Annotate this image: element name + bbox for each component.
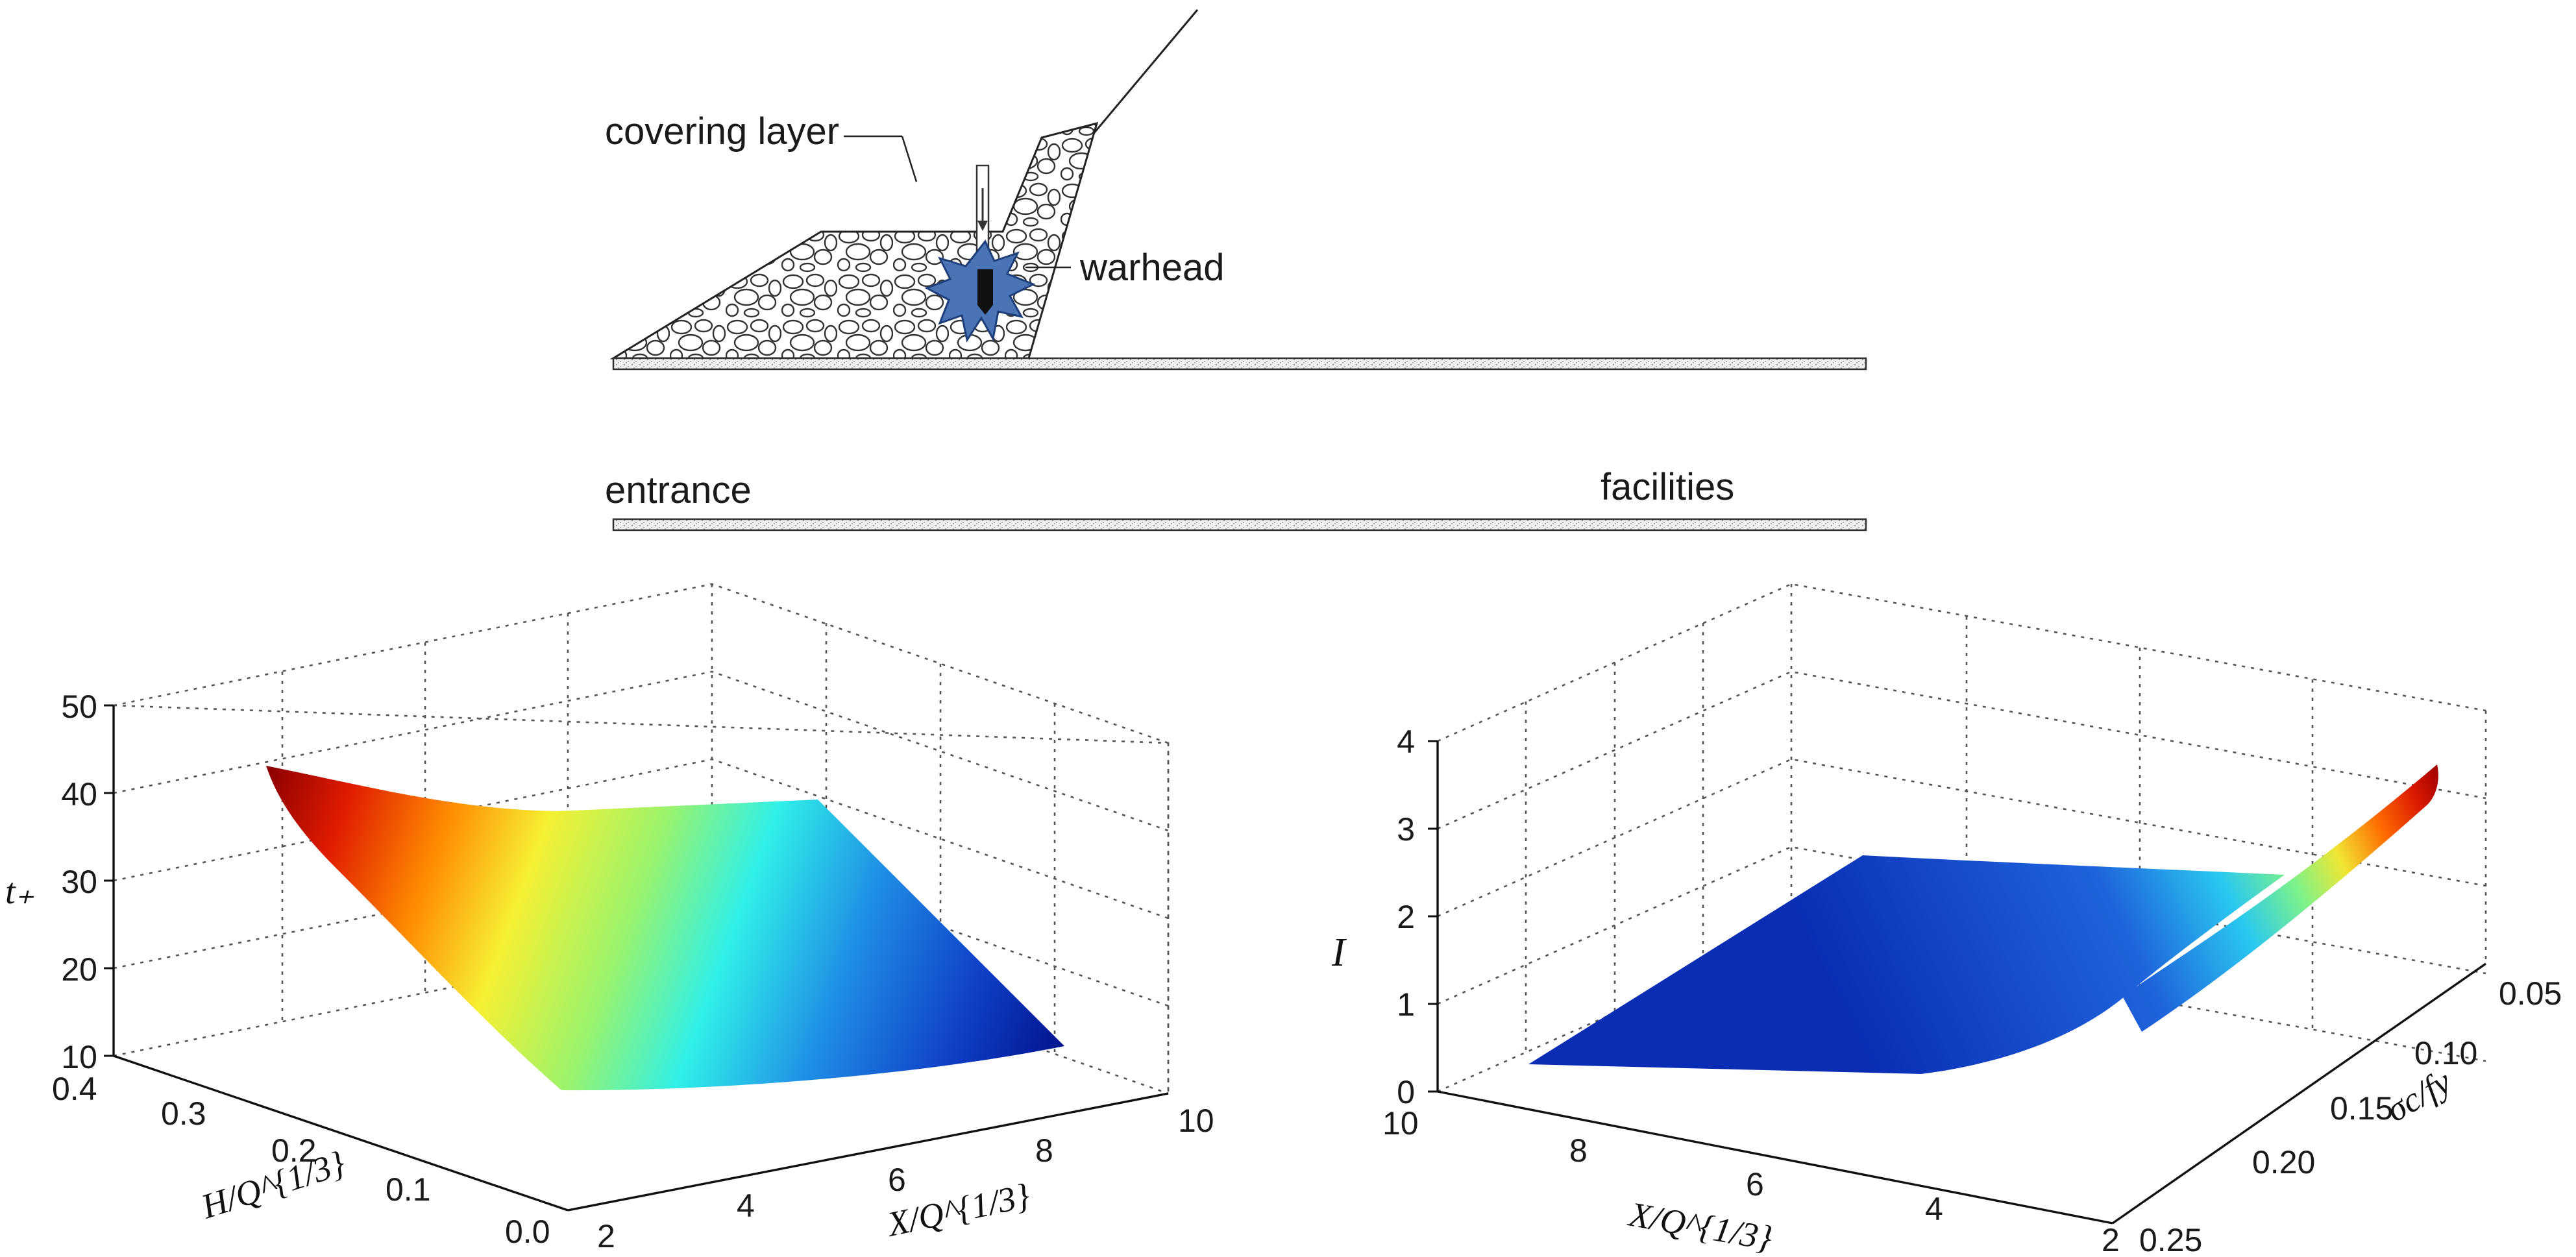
right-x-tick-6: 6 <box>1746 1166 1764 1202</box>
warhead-label: warhead <box>1079 247 1224 289</box>
left-x-tick-8: 8 <box>1035 1132 1053 1169</box>
right-surface-ridge <box>2122 764 2438 1032</box>
left-y-tick-0.3: 0.3 <box>161 1095 206 1132</box>
left-y-tick-0.4: 0.4 <box>52 1071 97 1107</box>
left-z-axis-label: t₊ <box>5 872 34 912</box>
left-z-tick-50: 50 <box>61 689 97 725</box>
right-z-tick-2: 2 <box>1397 899 1415 935</box>
left-z-tick-20: 20 <box>61 951 97 988</box>
left-z-tick-30: 30 <box>61 864 97 900</box>
warhead-icon <box>977 269 993 315</box>
lower-ground-slab <box>612 518 1867 531</box>
left-x-tick-10: 10 <box>1178 1103 1214 1139</box>
upper-ground-slab <box>612 357 1867 371</box>
right-x-tick-4: 4 <box>1925 1191 1943 1227</box>
right-z-tick-0: 0 <box>1397 1074 1415 1110</box>
arrow-head <box>977 221 988 231</box>
right-y-ticks: 0.25 0.20 0.15 0.10 0.05 <box>2139 975 2562 1257</box>
right-x-tick-8: 8 <box>1569 1132 1588 1169</box>
left-surface-plot: 10 20 30 40 50 0.4 0.3 0.2 0.1 0.0 2 4 6… <box>5 583 1214 1254</box>
right-z-axis-label: I <box>1331 931 1347 975</box>
entrance-label: entrance <box>605 469 752 511</box>
right-y-tick-0.20: 0.20 <box>2252 1144 2315 1180</box>
right-surface-lower <box>1528 855 2285 1074</box>
left-y-tick-0.2: 0.2 <box>271 1132 317 1169</box>
right-z-tick-4: 4 <box>1397 724 1415 760</box>
left-surface <box>266 766 1064 1091</box>
left-y-tick-0.0: 0.0 <box>505 1214 550 1250</box>
tunnel-schematic: covering layer warhead entrance faciliti… <box>605 9 1867 531</box>
right-z-tick-3: 3 <box>1397 811 1415 848</box>
left-x-tick-6: 6 <box>888 1162 906 1198</box>
right-x-ticks: 10 8 6 4 2 <box>1382 1105 2120 1257</box>
covering-layer-rocks <box>609 121 1099 360</box>
left-x-tick-4: 4 <box>737 1188 755 1224</box>
left-x-ticks: 2 4 6 8 10 <box>597 1103 1214 1254</box>
covering-layer-label: covering layer <box>605 110 839 153</box>
covering-leader-line-2 <box>901 136 918 182</box>
left-y-ticks: 0.4 0.3 0.2 0.1 0.0 <box>52 1071 550 1250</box>
facilities-label: facilities <box>1601 466 1734 508</box>
right-surface-plot: 0 1 2 3 4 10 8 6 4 2 0.25 0.20 0.15 0.10… <box>1331 583 2562 1257</box>
right-x-axis-label: X/Q^{1/3} <box>1625 1194 1775 1257</box>
right-y-tick-0.05: 0.05 <box>2499 975 2562 1012</box>
left-z-tick-40: 40 <box>61 776 97 812</box>
right-y-tick-0.25: 0.25 <box>2139 1222 2202 1257</box>
right-x-tick-10: 10 <box>1382 1105 1419 1141</box>
right-y-tick-0.15: 0.15 <box>2330 1090 2393 1127</box>
left-x-tick-2: 2 <box>597 1218 615 1254</box>
right-grid-lines <box>1437 583 2487 1093</box>
right-x-tick-2: 2 <box>2102 1222 2120 1257</box>
right-z-tick-1: 1 <box>1397 986 1415 1023</box>
right-y-tick-0.10: 0.10 <box>2414 1035 2477 1071</box>
left-z-tick-10: 10 <box>61 1039 97 1075</box>
left-y-tick-0.1: 0.1 <box>386 1171 431 1208</box>
left-z-ticks: 10 20 30 40 50 <box>61 689 114 1075</box>
right-z-ticks: 0 1 2 3 4 <box>1397 724 1438 1110</box>
